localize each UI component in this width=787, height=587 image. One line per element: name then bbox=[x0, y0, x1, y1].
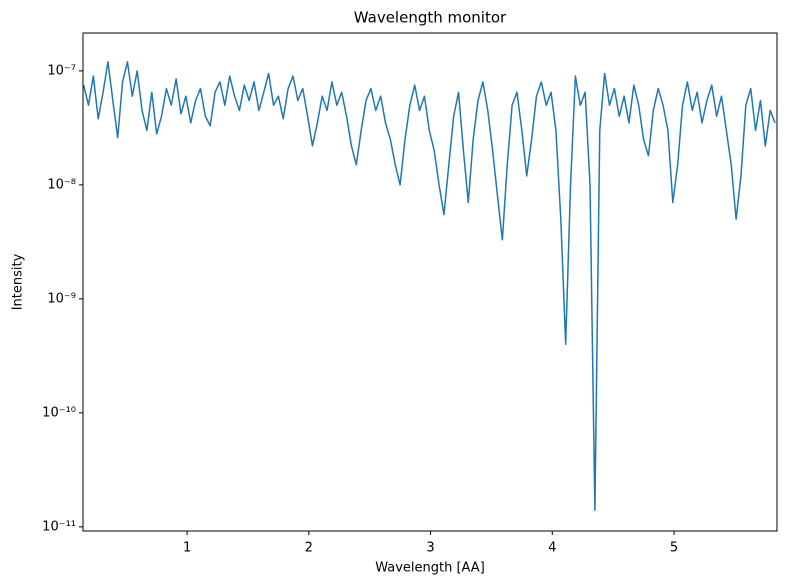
x-tick-label: 3 bbox=[426, 541, 434, 556]
data-line bbox=[83, 61, 776, 511]
y-tick-label: 10⁻¹⁰ bbox=[42, 405, 76, 420]
chart-title: Wavelength monitor bbox=[354, 9, 507, 27]
plot-frame bbox=[82, 32, 778, 532]
x-tick-label: 4 bbox=[548, 541, 556, 556]
x-tick-label: 5 bbox=[670, 541, 678, 556]
x-tick-label: 1 bbox=[183, 541, 191, 556]
y-tick-label: 10⁻⁷ bbox=[47, 63, 76, 78]
x-tick-label: 2 bbox=[305, 541, 313, 556]
y-tick-label: 10⁻¹¹ bbox=[42, 519, 76, 534]
x-axis-label: Wavelength [AA] bbox=[375, 561, 485, 576]
y-axis-label: Intensity bbox=[11, 253, 26, 310]
y-tick-label: 10⁻⁹ bbox=[47, 291, 76, 306]
y-tick-label: 10⁻⁸ bbox=[47, 177, 76, 192]
